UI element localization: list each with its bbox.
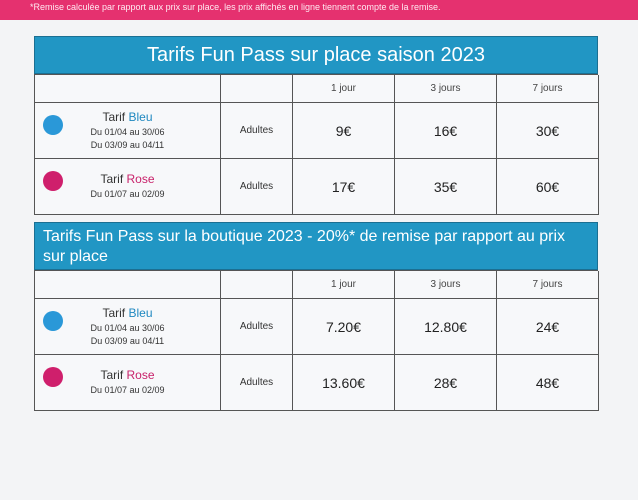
price-cell: 17€ bbox=[293, 159, 395, 215]
tier-cell-bleu: Tarif Bleu Du 01/04 au 30/06 Du 03/09 au… bbox=[35, 103, 221, 159]
tier-title: Tarif Rose bbox=[100, 368, 154, 382]
empty-header-cell bbox=[35, 271, 221, 299]
category-cell: Adultes bbox=[221, 355, 293, 411]
tier-name: Bleu bbox=[128, 305, 153, 320]
blue-dot-icon bbox=[43, 311, 63, 331]
shop-price-grid: 1 jour 3 jours 7 jours Tarif Bleu Du 01/… bbox=[34, 270, 599, 411]
blue-dot-icon bbox=[43, 115, 63, 135]
category-cell: Adultes bbox=[221, 103, 293, 159]
tier-date: Du 01/04 au 30/06 bbox=[90, 126, 165, 137]
tier-name: Rose bbox=[126, 368, 155, 382]
tier-date: Du 03/09 au 04/11 bbox=[90, 335, 165, 346]
category-cell: Adultes bbox=[221, 299, 293, 355]
tier-prefix: Tarif bbox=[100, 368, 124, 382]
price-cell: 30€ bbox=[497, 103, 599, 159]
column-header-7-days: 7 jours bbox=[497, 271, 599, 299]
column-header-1-day: 1 jour bbox=[293, 75, 395, 103]
tier-title: Tarif Rose bbox=[100, 172, 154, 186]
price-cell: 24€ bbox=[497, 299, 599, 355]
tier-prefix: Tarif bbox=[102, 305, 126, 320]
tier-cell-rose: Tarif Rose Du 01/07 au 02/09 bbox=[35, 159, 221, 215]
price-cell: 16€ bbox=[395, 103, 497, 159]
tier-name: Bleu bbox=[128, 109, 153, 124]
discount-banner: *Remise calculée par rapport aux prix su… bbox=[0, 0, 638, 20]
tier-prefix: Tarif bbox=[100, 172, 124, 186]
column-header-3-days: 3 jours bbox=[395, 271, 497, 299]
tier-date: Du 01/04 au 30/06 bbox=[90, 322, 165, 333]
empty-header-cell bbox=[35, 75, 221, 103]
price-cell: 7.20€ bbox=[293, 299, 395, 355]
shop-price-table: Tarifs Fun Pass sur la boutique 2023 - 2… bbox=[34, 222, 599, 411]
price-cell: 48€ bbox=[497, 355, 599, 411]
shop-table-title: Tarifs Fun Pass sur la boutique 2023 - 2… bbox=[34, 222, 598, 270]
price-cell: 35€ bbox=[395, 159, 497, 215]
onsite-price-table: Tarifs Fun Pass sur place saison 2023 1 … bbox=[34, 36, 599, 215]
tier-name: Rose bbox=[126, 172, 155, 186]
column-header-1-day: 1 jour bbox=[293, 271, 395, 299]
onsite-price-grid: 1 jour 3 jours 7 jours Tarif Bleu Du 01/… bbox=[34, 74, 599, 215]
price-cell: 9€ bbox=[293, 103, 395, 159]
rose-dot-icon bbox=[43, 171, 63, 191]
price-cell: 13.60€ bbox=[293, 355, 395, 411]
discount-note: *Remise calculée par rapport aux prix su… bbox=[30, 2, 441, 12]
price-cell: 12.80€ bbox=[395, 299, 497, 355]
tier-title: Tarif Bleu bbox=[102, 110, 152, 124]
onsite-table-title: Tarifs Fun Pass sur place saison 2023 bbox=[34, 36, 598, 74]
price-cell: 60€ bbox=[497, 159, 599, 215]
category-cell: Adultes bbox=[221, 159, 293, 215]
tier-title: Tarif Bleu bbox=[102, 306, 152, 320]
tier-date: Du 03/09 au 04/11 bbox=[90, 139, 165, 150]
rose-dot-icon bbox=[43, 367, 63, 387]
empty-header-cell bbox=[221, 271, 293, 299]
tier-prefix: Tarif bbox=[102, 109, 126, 124]
column-header-7-days: 7 jours bbox=[497, 75, 599, 103]
tier-cell-bleu: Tarif Bleu Du 01/04 au 30/06 Du 03/09 au… bbox=[35, 299, 221, 355]
column-header-3-days: 3 jours bbox=[395, 75, 497, 103]
tier-cell-rose: Tarif Rose Du 01/07 au 02/09 bbox=[35, 355, 221, 411]
tier-date: Du 01/07 au 02/09 bbox=[90, 189, 165, 199]
tier-date: Du 01/07 au 02/09 bbox=[90, 385, 165, 395]
empty-header-cell bbox=[221, 75, 293, 103]
price-cell: 28€ bbox=[395, 355, 497, 411]
